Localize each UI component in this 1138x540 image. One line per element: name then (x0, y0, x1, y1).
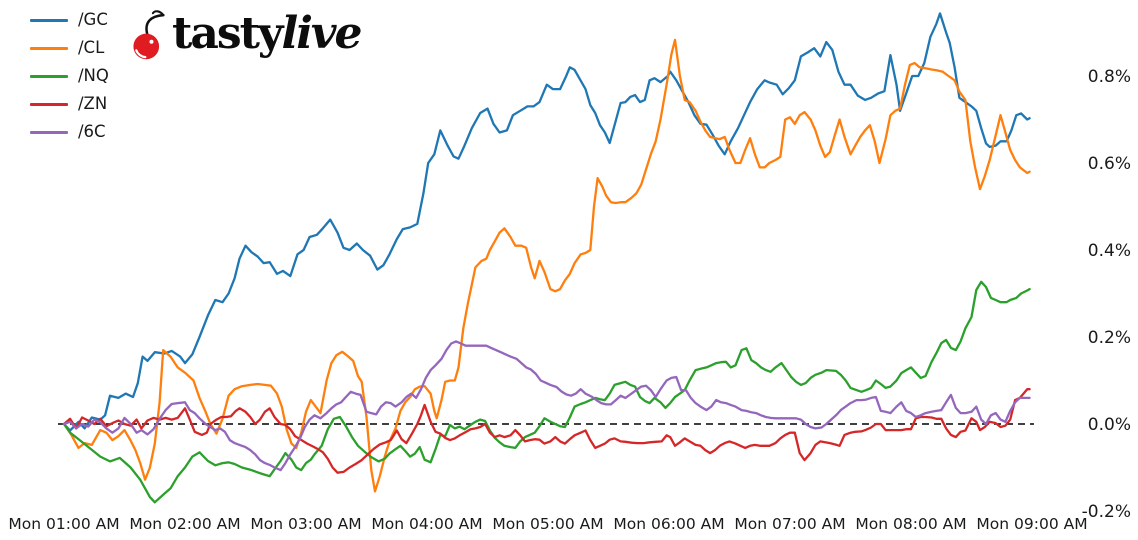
series-line-zn (62, 388, 1031, 474)
series-line-gc (62, 12, 1031, 432)
y-tick-label: 0.4% (1088, 241, 1131, 261)
legend-line-swatch (30, 18, 68, 22)
legend-label: /CL (78, 37, 105, 57)
legend-line-swatch (30, 102, 68, 106)
legend-item-6c: /6C (30, 118, 109, 146)
series-line-cl (62, 38, 1031, 493)
y-tick-label: 0.6% (1088, 154, 1131, 174)
legend-label: /6C (78, 121, 106, 141)
y-tick-label: -0.2% (1082, 502, 1131, 522)
tastylive-logo: tastylive (132, 6, 363, 64)
x-tick-label: Mon 04:00 AM (371, 515, 482, 533)
x-tick-label: Mon 03:00 AM (250, 515, 361, 533)
legend-line-swatch (30, 130, 68, 134)
y-tick-label: 0.2% (1088, 328, 1131, 348)
x-tick-label: Mon 07:00 AM (734, 515, 845, 533)
legend-item-nq: /NQ (30, 62, 109, 90)
y-tick-label: 0.8% (1088, 67, 1131, 87)
legend-line-swatch (30, 46, 68, 50)
x-tick-label: Mon 09:00 AM (976, 515, 1087, 533)
x-tick-label: Mon 08:00 AM (855, 515, 966, 533)
x-axis-tick-labels: Mon 01:00 AM Mon 02:00 AM Mon 03:00 AM Mon … (8, 515, 1087, 533)
legend-item-gc: /GC (30, 6, 109, 34)
legend-label: /NQ (78, 65, 109, 85)
x-tick-label: Mon 02:00 AM (129, 515, 240, 533)
legend-label: /ZN (78, 93, 108, 113)
y-tick-label: 0.0% (1088, 415, 1131, 435)
brand-word-regular: tasty (172, 8, 283, 59)
legend-label: /GC (78, 9, 108, 29)
x-tick-label: Mon 01:00 AM (8, 515, 119, 533)
legend-item-cl: /CL (30, 34, 109, 62)
series-line-6c (62, 340, 1031, 472)
y-axis-tick-labels: 0.8% 0.6% 0.4% 0.2% 0.0% -0.2% (1082, 67, 1131, 522)
x-tick-label: Mon 06:00 AM (613, 515, 724, 533)
series-lines (62, 12, 1031, 504)
legend: /GC/CL/NQ/ZN/6C (30, 6, 109, 146)
legend-line-swatch (30, 74, 68, 78)
brand-wordmark: tastylive (172, 6, 363, 62)
brand-word-italic: live (281, 8, 363, 59)
legend-item-zn: /ZN (30, 90, 109, 118)
cherry-icon (133, 10, 165, 60)
x-tick-label: Mon 05:00 AM (492, 515, 603, 533)
